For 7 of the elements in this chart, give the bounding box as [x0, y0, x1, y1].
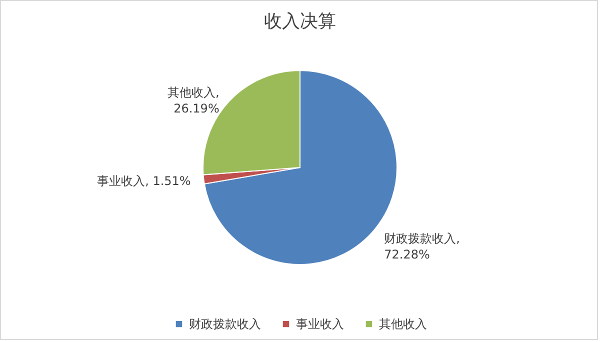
legend-label: 事业收入	[296, 317, 344, 332]
data-label: 财政拨款收入, 72.28%	[384, 231, 460, 262]
legend-label: 财政拨款收入	[189, 317, 261, 332]
chart-title: 收入决算	[264, 11, 336, 32]
data-label: 事业收入, 1.51%	[97, 174, 191, 188]
data-label: 其他收入, 26.19%	[168, 86, 220, 116]
legend-label: 其他收入	[379, 317, 427, 332]
